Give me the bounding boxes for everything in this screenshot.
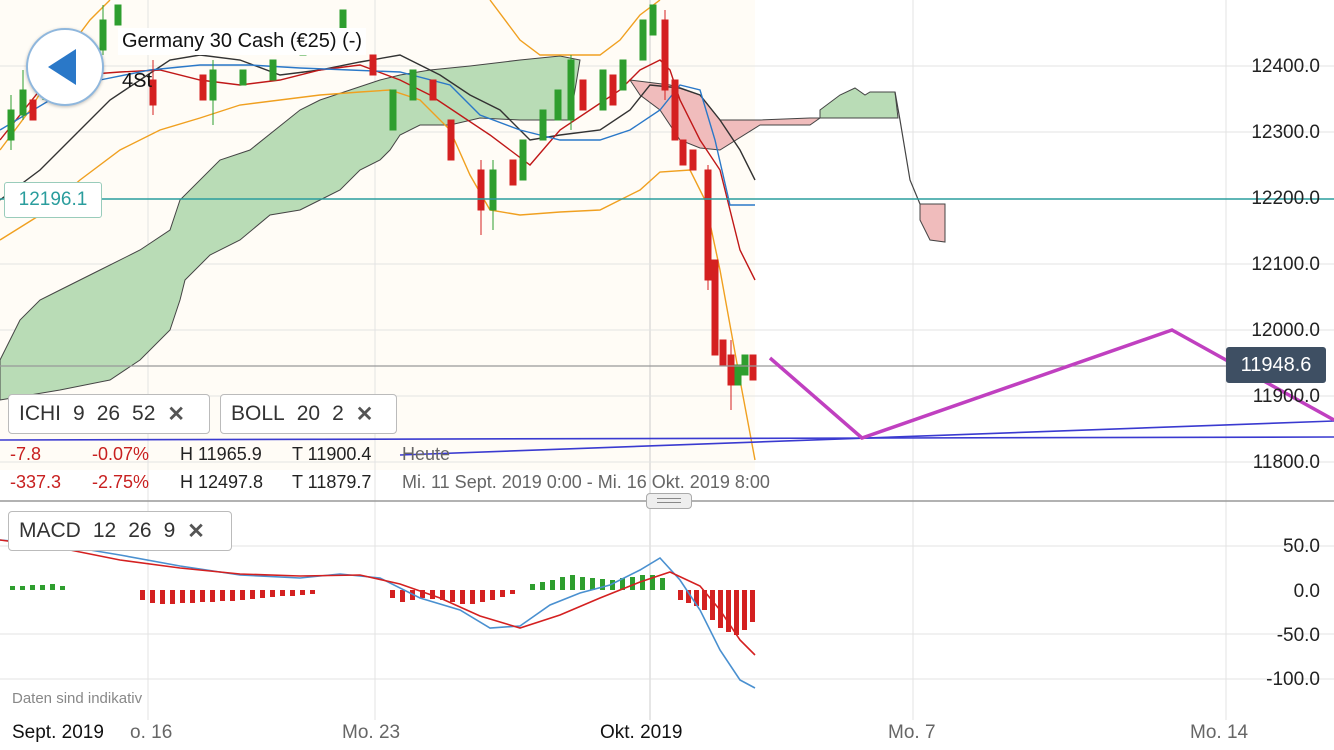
last-price-tag: 11948.6 (1226, 347, 1326, 383)
y-tick: 12400.0 (1251, 56, 1320, 77)
remove-macd-icon[interactable]: ✕ (187, 519, 205, 543)
x-tick: Mo. 23 (342, 722, 401, 743)
kijun-line (0, 54, 756, 201)
macd-tick: 0.0 (1293, 581, 1320, 602)
y-tick: 12300.0 (1251, 122, 1320, 143)
macd-histogram (10, 575, 755, 635)
macd-tick: 50.0 (1283, 536, 1320, 557)
back-button[interactable] (26, 28, 104, 106)
y-tick: 12000.0 (1251, 320, 1320, 341)
stats-today: -7.8 -0.07% H 11965.9 T 11900.4 Heute (10, 444, 451, 464)
remove-boll-icon[interactable]: ✕ (355, 402, 374, 426)
interval-label[interactable]: 4St (122, 70, 153, 92)
kumo-cloud-red-2 (919, 203, 946, 243)
boll-lower (0, 89, 756, 461)
x-tick: Sept. 2019 (10, 722, 106, 744)
baseline-blue (0, 64, 755, 206)
instrument-title: Germany 30 Cash (€25) (-) (118, 28, 367, 55)
pane-resize-handle[interactable] (646, 493, 692, 509)
x-tick: Mo. 7 (888, 722, 936, 743)
trendline-blue (0, 436, 1334, 441)
stats-range: -337.3 -2.75% H 12497.8 T 11879.7 Mi. 11… (10, 472, 770, 492)
y-tick: 11800.0 (1252, 452, 1320, 473)
indicator-ichi[interactable]: ICHI 9 26 52 ✕ (8, 394, 210, 434)
disclaimer: Daten sind indikativ (12, 690, 143, 707)
macd-tick: -100.0 (1266, 669, 1320, 690)
candles (7, 4, 757, 410)
remove-ichi-icon[interactable]: ✕ (167, 402, 186, 426)
y-tick: 12100.0 (1251, 254, 1320, 275)
kumo-cloud-green (0, 55, 581, 401)
hline-price-label[interactable]: 12196.1 (4, 182, 102, 218)
x-tick: o. 16 (130, 722, 173, 743)
y-tick: 11900.0 (1252, 386, 1320, 407)
macd-tick: -50.0 (1276, 625, 1320, 646)
macd-line (0, 539, 756, 689)
y-tick: 12200.0 (1251, 188, 1320, 209)
x-tick: Mo. 14 (1190, 722, 1249, 743)
macd-signal (0, 539, 756, 656)
indicator-boll[interactable]: BOLL 20 2 ✕ (220, 394, 397, 434)
x-tick: Okt. 2019 (598, 722, 685, 744)
indicator-macd[interactable]: MACD 12 26 9 ✕ (8, 511, 232, 551)
kumo-cloud-green-2 (819, 87, 899, 119)
back-arrow-icon (48, 49, 76, 85)
